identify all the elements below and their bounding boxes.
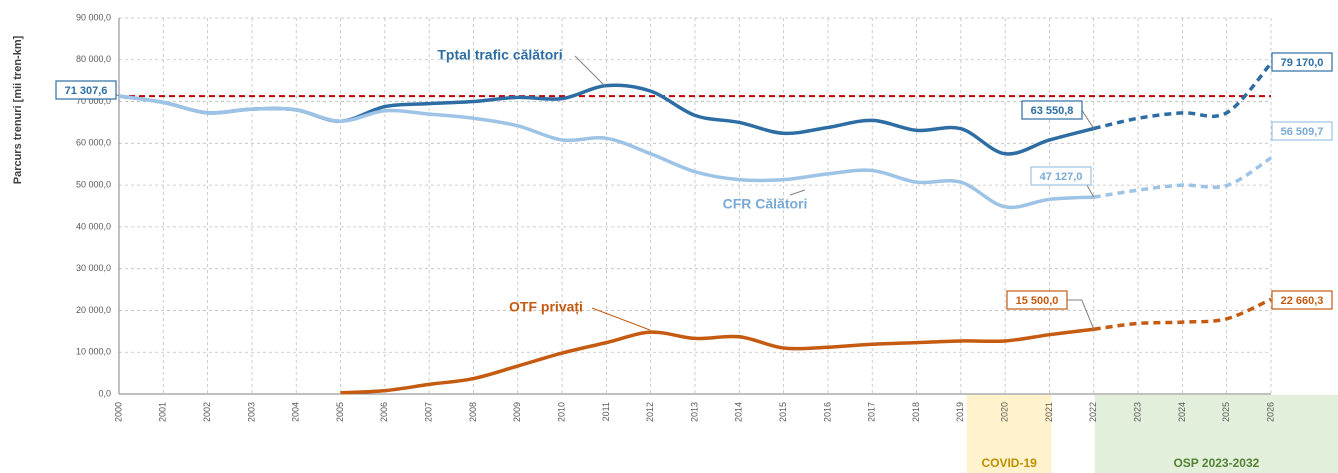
y-tick-label: 90 000,0 (76, 12, 111, 22)
x-tick-label: 2005 (335, 402, 345, 422)
x-tick-label: 2013 (689, 402, 699, 422)
data-label: 71 307,6 (65, 85, 108, 97)
band-label: OSP 2023-2032 (1173, 456, 1259, 470)
x-tick-label: 2018 (911, 402, 921, 422)
data-label: 56 509,7 (1281, 126, 1324, 138)
data-label-box (55, 80, 117, 100)
y-tick-label: 10 000,0 (76, 347, 111, 357)
x-tick-label: 2010 (556, 402, 566, 422)
x-tick-label: 2023 (1132, 402, 1142, 422)
series-line (1093, 156, 1272, 199)
data-label: 47 127,0 (1040, 171, 1083, 183)
band (1094, 395, 1338, 473)
y-axis-label: Parcurs trenuri [mii tren-km] (12, 35, 24, 184)
x-tick-label: 2003 (246, 402, 256, 422)
band (966, 395, 1052, 473)
data-label: 63 550,8 (1031, 105, 1074, 117)
y-tick-label: 70 000,0 (76, 96, 111, 106)
y-tick-label: 80 000,0 (76, 54, 111, 64)
annotation-leader (789, 189, 806, 196)
x-tick-label: 2008 (468, 402, 478, 422)
x-tick-label: 2022 (1088, 402, 1098, 422)
y-tick-label: 50 000,0 (76, 179, 111, 189)
x-tick-label: 2015 (778, 402, 788, 422)
y-tick-label: 20 000,0 (76, 305, 111, 315)
y-tick-label: 0,0 (98, 388, 111, 398)
x-tick-label: 2012 (645, 402, 655, 422)
band-label: COVID-19 (981, 456, 1037, 470)
x-tick-label: 2002 (202, 402, 212, 422)
x-tick-label: 2009 (512, 402, 522, 422)
x-tick-label: 2004 (291, 402, 301, 422)
y-tick-label: 30 000,0 (76, 263, 111, 273)
data-label-box (1030, 166, 1092, 186)
x-tick-label: 2020 (1000, 402, 1010, 422)
leader-line (1067, 299, 1095, 330)
x-tick-label: 2025 (1221, 402, 1231, 422)
series-line (1093, 297, 1272, 331)
series-line (1093, 62, 1273, 131)
x-tick-label: 2019 (955, 402, 965, 422)
data-label-box (1021, 100, 1083, 120)
data-label: 15 500,0 (1016, 295, 1059, 307)
x-tick-label: 2011 (601, 402, 611, 421)
leader-line (1080, 109, 1095, 129)
y-tick-label: 40 000,0 (76, 221, 111, 231)
x-tick-label: 2017 (867, 402, 877, 422)
x-tick-label: 2007 (424, 402, 434, 422)
x-tick-label: 2014 (734, 402, 744, 422)
data-label-box (1271, 52, 1333, 72)
x-tick-label: 2006 (379, 402, 389, 422)
data-label: 79 170,0 (1281, 57, 1324, 69)
annotation-leader (591, 307, 651, 331)
x-tick-label: 2000 (113, 402, 123, 422)
annotation-leader (574, 55, 606, 87)
data-label: 22 660,3 (1281, 295, 1324, 307)
x-tick-label: 2026 (1265, 402, 1275, 422)
x-tick-label: 2024 (1177, 402, 1187, 422)
data-label-box (1271, 290, 1333, 310)
series-label: OTF privați (509, 299, 583, 315)
data-label-box (1006, 290, 1068, 310)
y-tick-label: 60 000,0 (76, 138, 111, 148)
x-tick-label: 2016 (822, 402, 832, 422)
x-tick-label: 2001 (158, 402, 168, 422)
series-line (118, 94, 1094, 210)
data-label-box (1271, 121, 1333, 141)
series-line (340, 327, 1094, 395)
series-label: CFR Călători (723, 196, 808, 212)
x-tick-label: 2021 (1044, 402, 1054, 422)
series-label: Tptal trafic călători (437, 47, 562, 63)
